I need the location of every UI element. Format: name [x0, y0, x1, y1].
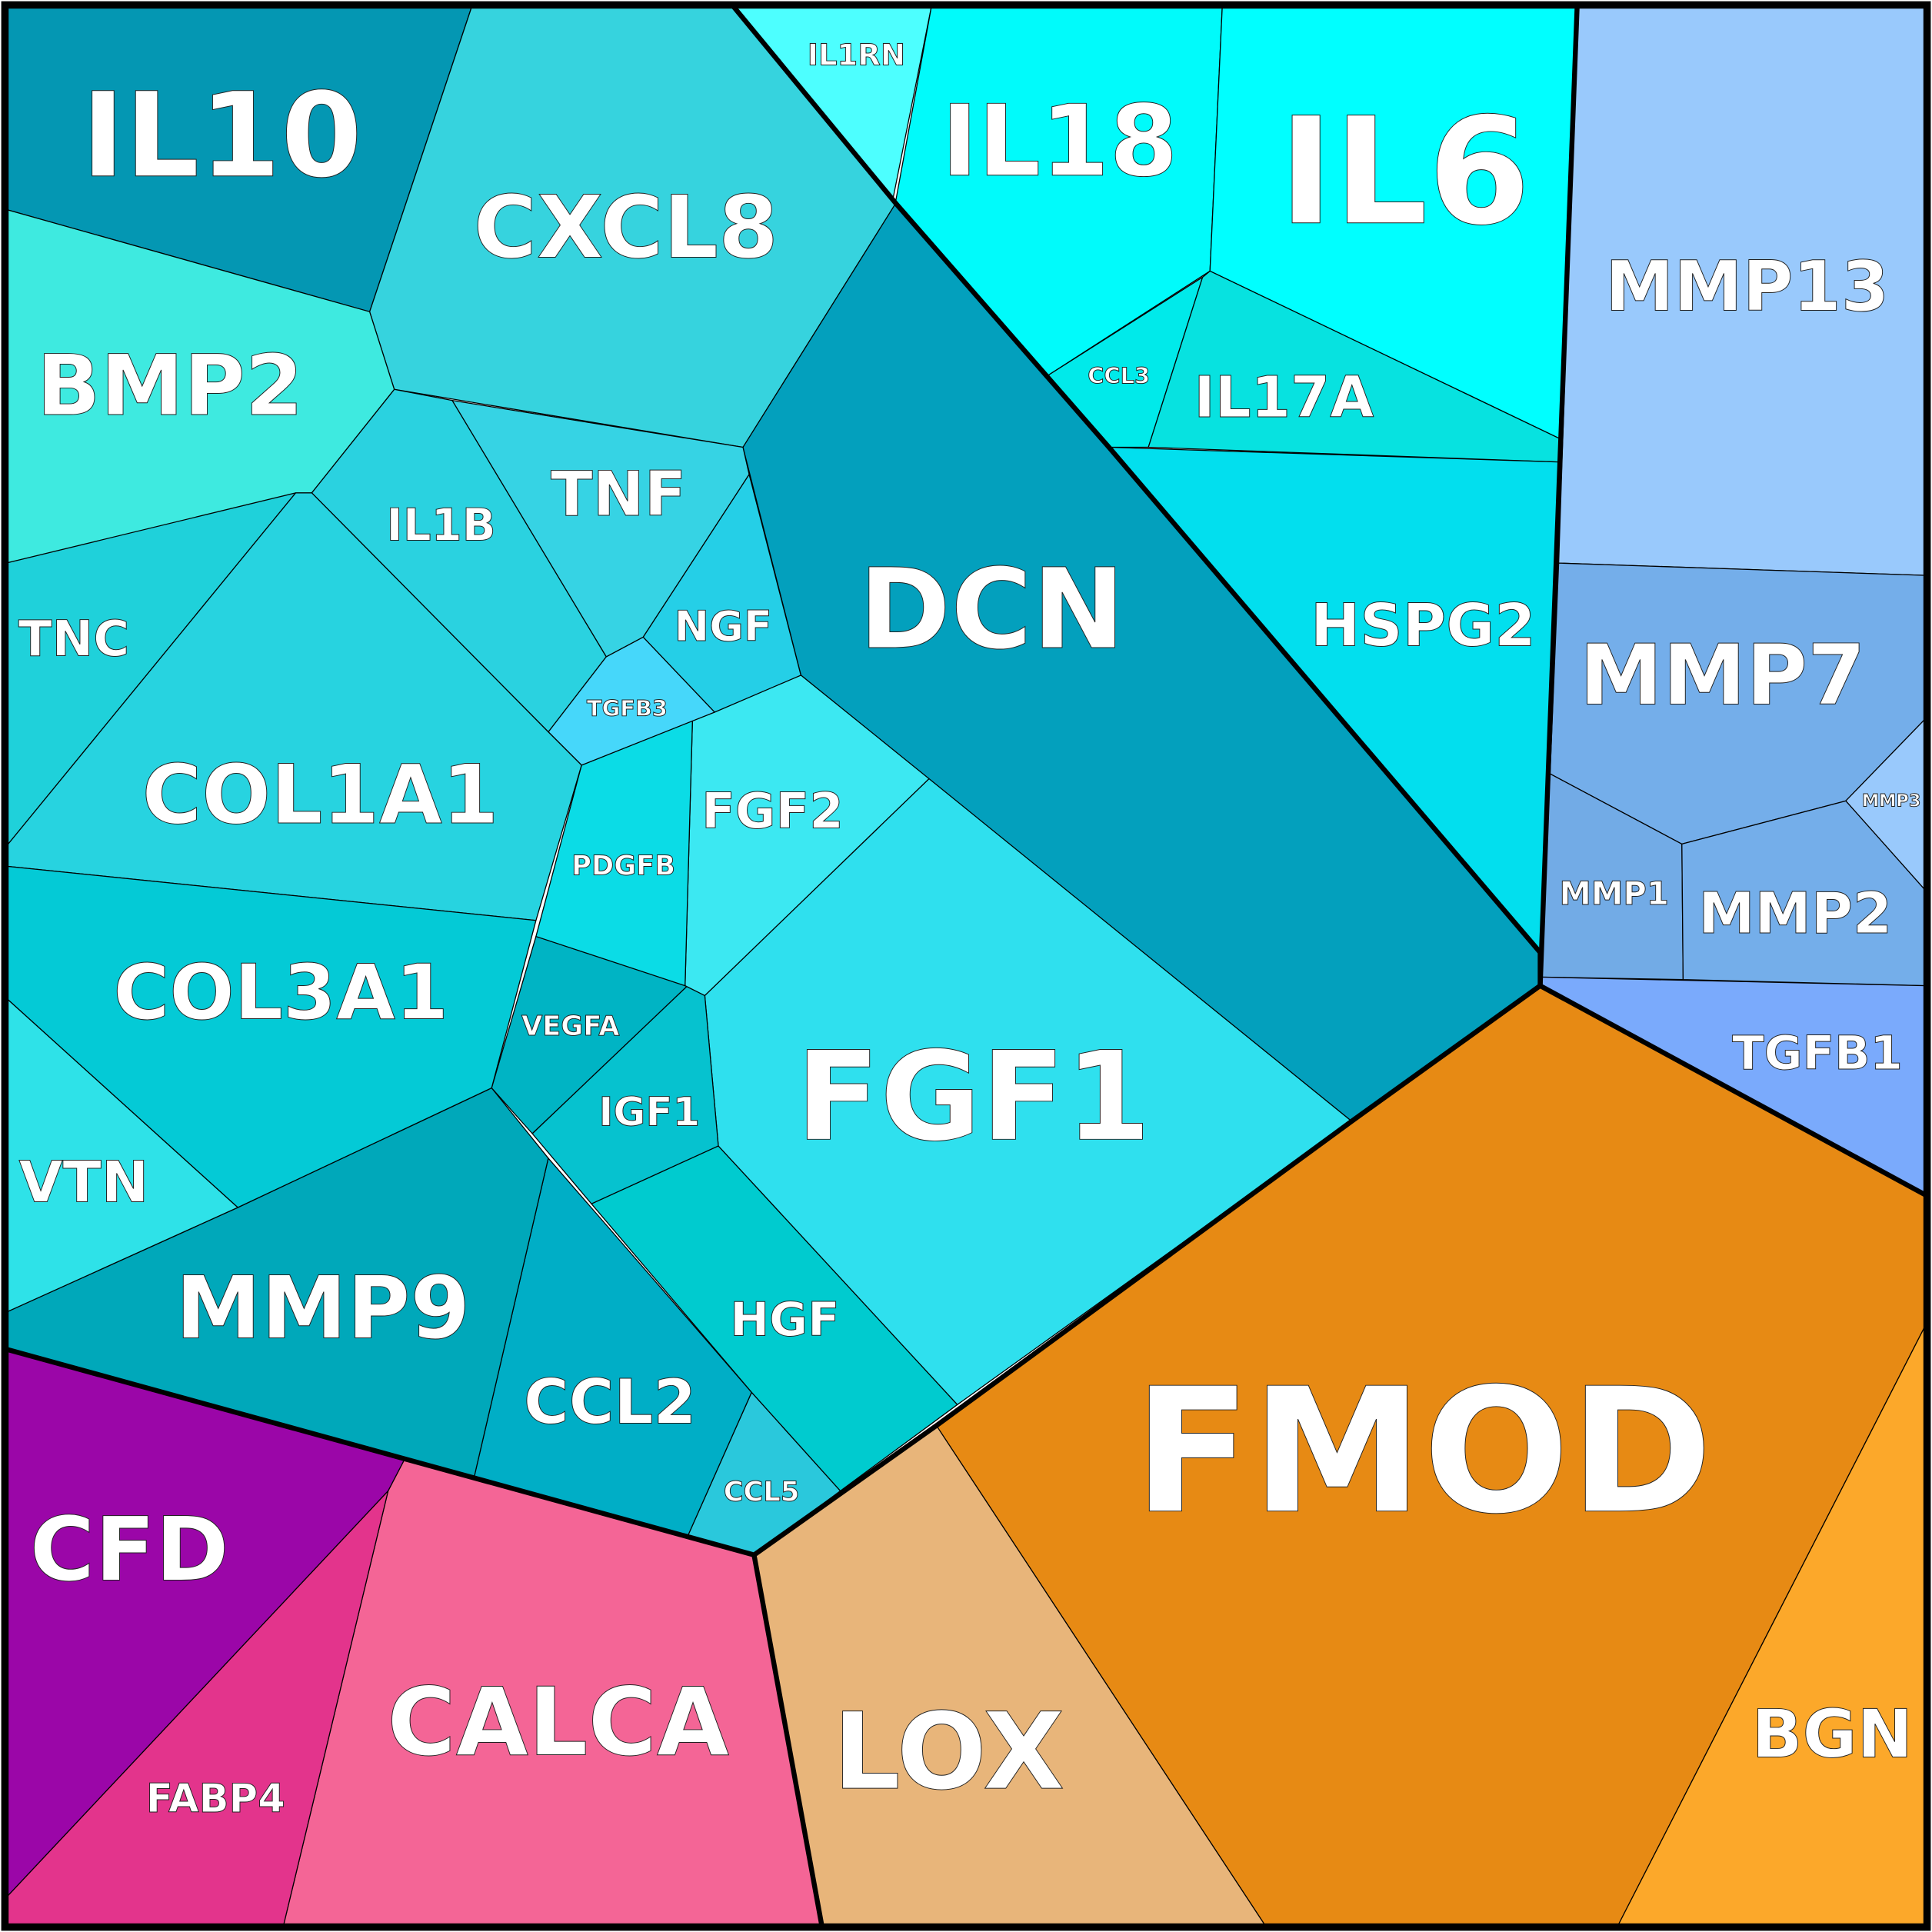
cell-label: HGF — [730, 1292, 839, 1347]
cell-label: IL17A — [1194, 365, 1374, 431]
cell-label: VTN — [18, 1150, 148, 1215]
group-border — [751, 1552, 824, 1929]
cell-label: NGF — [675, 601, 772, 651]
cell-label: HSPG2 — [1311, 591, 1536, 660]
cell-label: MMP13 — [1605, 247, 1889, 327]
cell-label: IL6 — [1278, 87, 1531, 258]
cell-label: IL1RN — [808, 38, 905, 73]
cell-label: COL1A1 — [142, 748, 499, 842]
cell-label: FGF2 — [701, 784, 844, 841]
cell-label: CCL3 — [1088, 363, 1150, 389]
cell-label: CCL5 — [724, 1477, 800, 1508]
cell-label: LOX — [833, 1690, 1064, 1814]
group-border — [3, 983, 1543, 1557]
cell-label: COL3A1 — [113, 949, 448, 1038]
cell-label: IGF1 — [598, 1090, 700, 1136]
cell-label: TGFB1 — [1732, 1026, 1903, 1081]
cell-label: CXCL8 — [474, 178, 779, 278]
cell-label: FMOD — [1134, 1351, 1713, 1552]
cell-label: CFD — [30, 1498, 229, 1601]
cell-label: FABP4 — [146, 1776, 285, 1822]
cell-label: IL1B — [386, 498, 495, 551]
cell-label: VEGFA — [521, 1011, 620, 1042]
cell-label: FGF1 — [796, 1024, 1151, 1168]
cell-label: TNF — [551, 458, 686, 530]
group-border — [1537, 3, 1929, 1198]
labels: IL10 CXCL8 IL1RN IL18 IL6 CCL3 IL17A HSP… — [18, 38, 1921, 1822]
cell-label: MMP7 — [1579, 626, 1865, 724]
cell-label: IL18 — [941, 85, 1178, 199]
cell-label: BGN — [1752, 1697, 1913, 1774]
cell-label: TGFB3 — [587, 695, 668, 721]
cell-label: MMP3 — [1862, 791, 1921, 811]
cell-label: MMP9 — [175, 1258, 470, 1358]
cell-label: TNC — [18, 611, 129, 668]
cell-label: MMP1 — [1559, 874, 1668, 912]
cell-label: PDGFB — [571, 851, 675, 882]
cell-label: IL10 — [82, 68, 362, 204]
cell-label: DCN — [859, 545, 1125, 675]
cell-label: BMP2 — [37, 337, 304, 435]
cells — [5, 5, 1927, 1927]
cell-label: MMP2 — [1698, 881, 1892, 947]
cell-label: CCL2 — [524, 1367, 696, 1438]
cell — [1148, 270, 1564, 463]
cell-label: CALCA — [387, 1668, 729, 1777]
